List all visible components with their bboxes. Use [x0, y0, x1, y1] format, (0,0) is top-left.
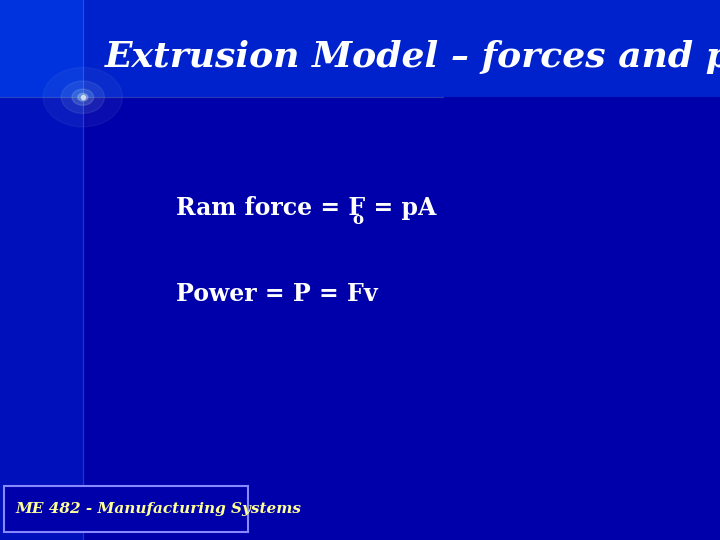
Text: o: o [353, 211, 364, 228]
FancyBboxPatch shape [4, 486, 248, 532]
Bar [0, 0, 83, 97]
Circle shape [43, 68, 122, 127]
Text: ME 482 - Manufacturing Systems: ME 482 - Manufacturing Systems [16, 502, 302, 516]
Text: Ram force = F = pA: Ram force = F = pA [176, 196, 437, 220]
Circle shape [61, 81, 104, 113]
Text: Extrusion Model – forces and power: Extrusion Model – forces and power [104, 40, 720, 73]
Bar [0, 0, 83, 540]
Circle shape [72, 89, 94, 105]
Circle shape [78, 93, 88, 101]
Text: Power = P = Fv: Power = P = Fv [176, 282, 378, 306]
Bar [0, 0, 720, 97]
